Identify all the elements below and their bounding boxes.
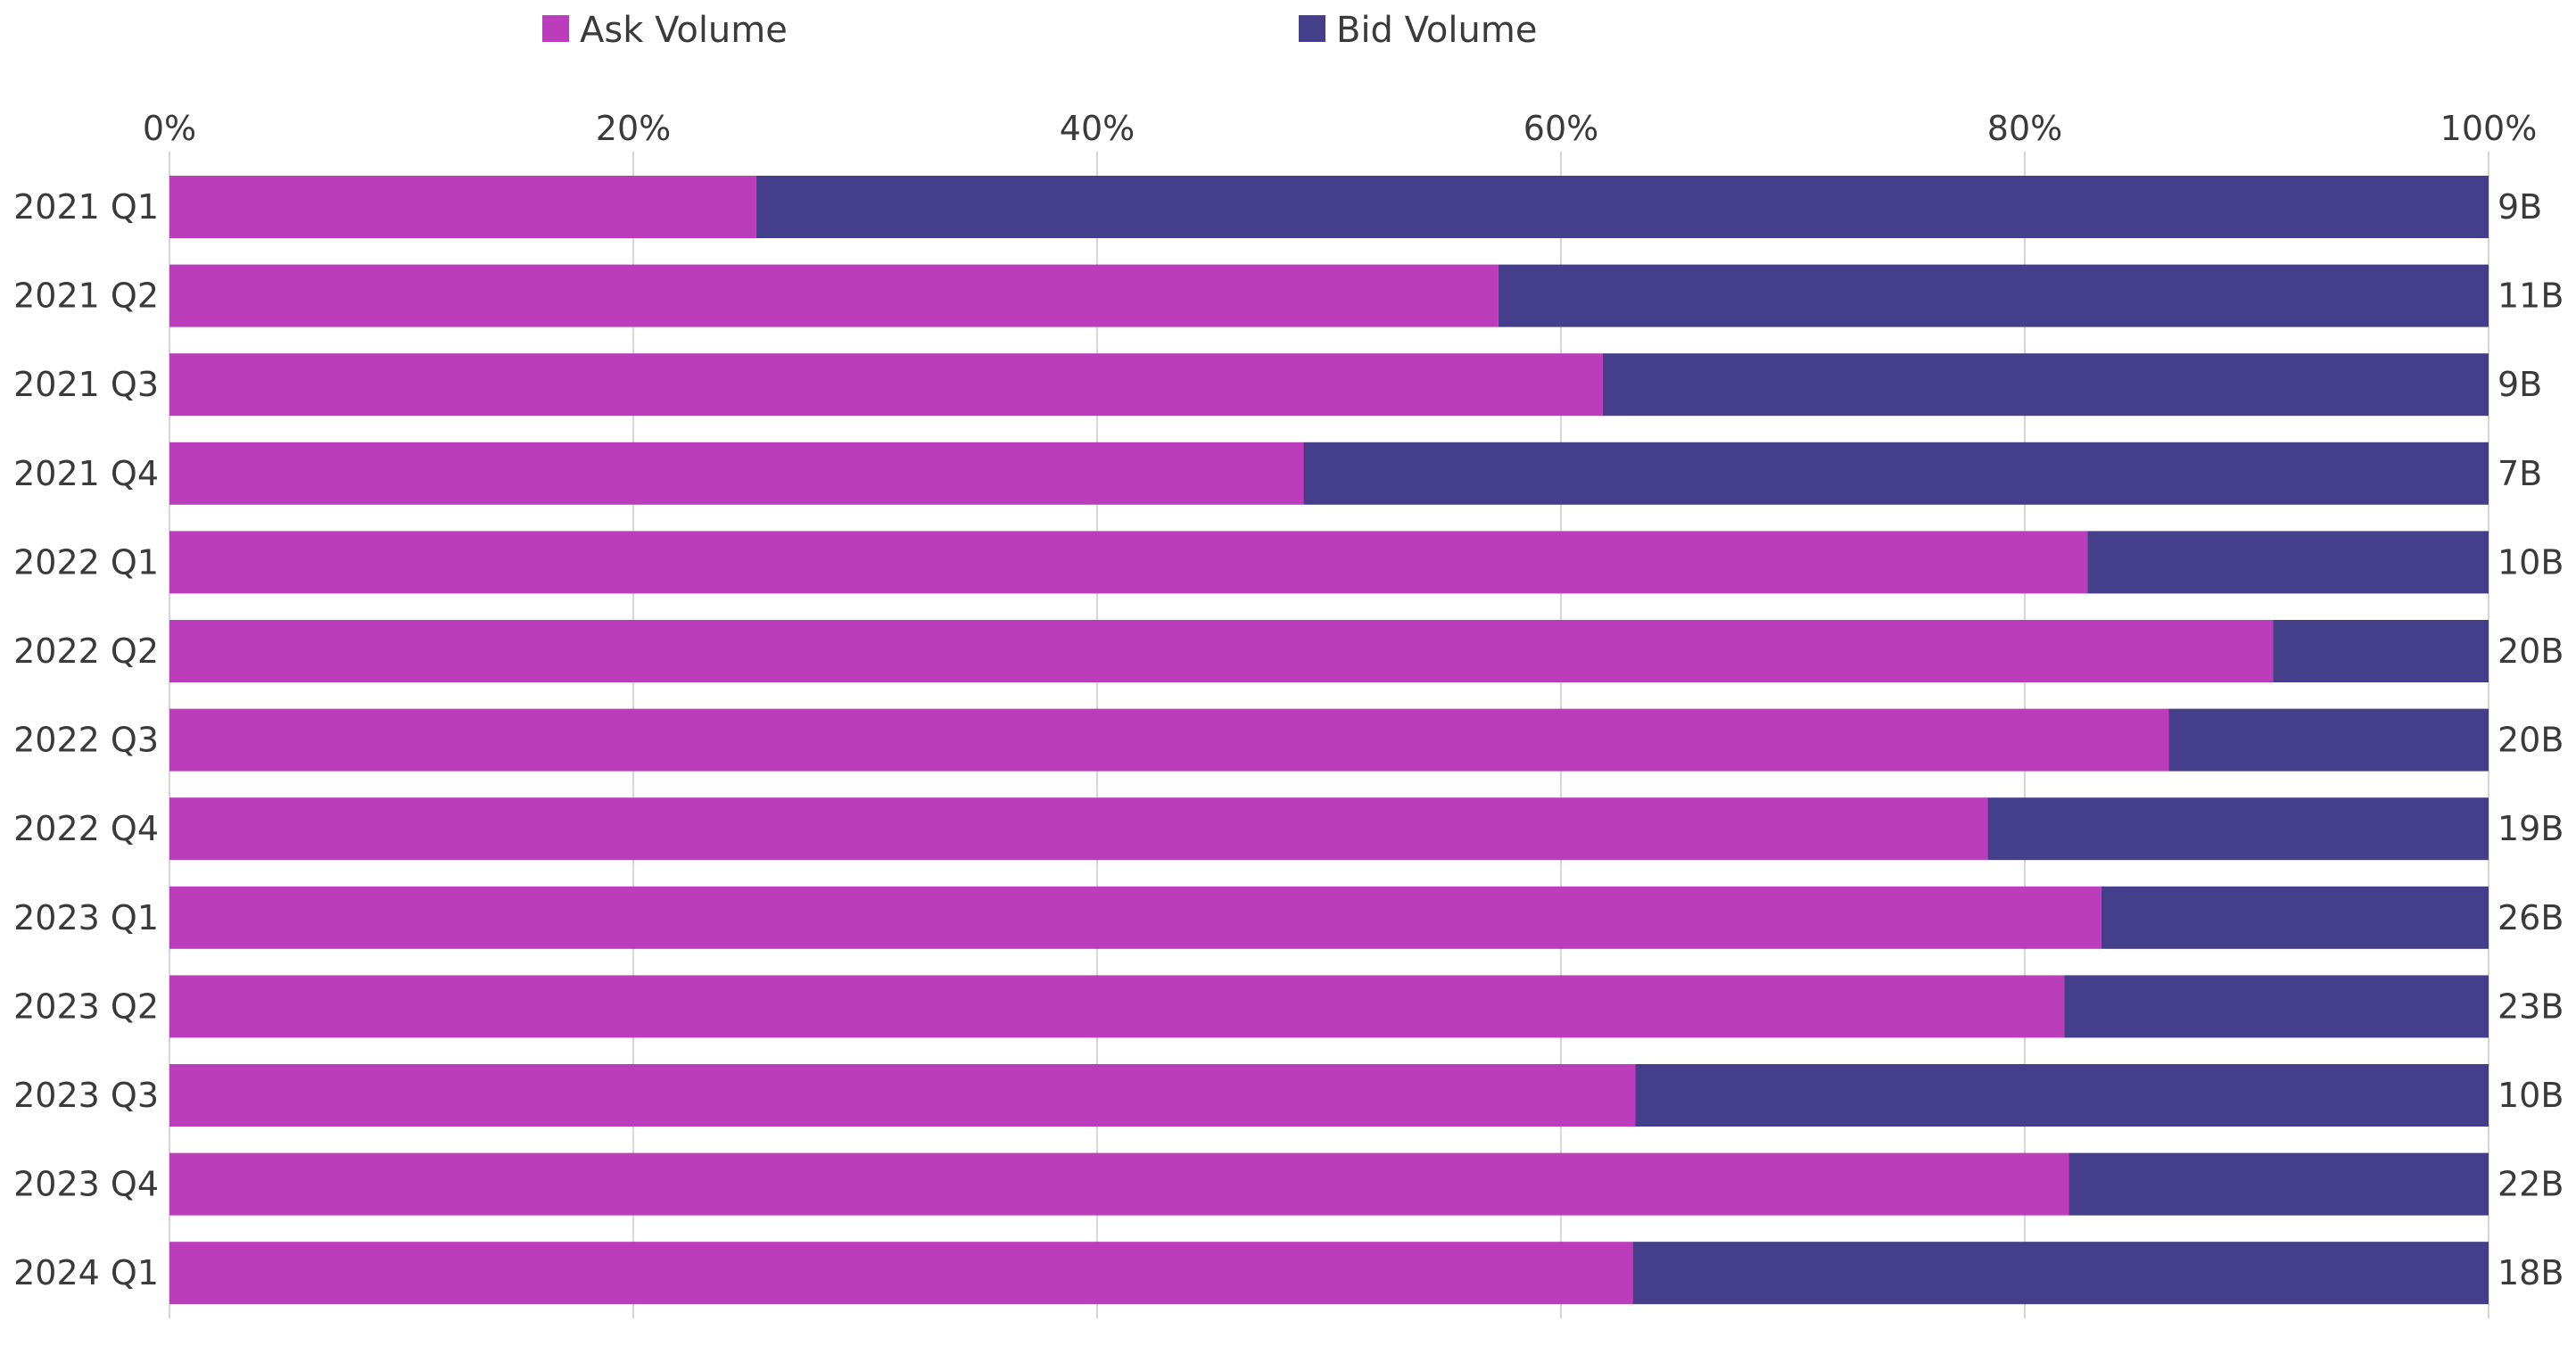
y-label-2022-q1: 2022 Q1 (13, 542, 159, 582)
x-tick-40: 40% (1060, 109, 1135, 148)
y-label-2021-q1: 2021 Q1 (13, 187, 159, 227)
x-tick-60: 60% (1523, 109, 1598, 148)
total-label-2022-q4: 19B (2498, 809, 2564, 848)
bar-bid-volume-2021-q3 (1602, 353, 2489, 417)
bar-bid-volume-2022-q2 (2273, 620, 2489, 682)
bar-ask-volume-2023-q2 (169, 975, 2065, 1038)
bar-ask-volume-2023-q1 (169, 886, 2101, 949)
y-label-2022-q2: 2022 Q2 (13, 632, 159, 671)
total-label-2022-q1: 10B (2498, 542, 2564, 582)
bar-bid-volume-2021-q2 (1498, 264, 2489, 327)
y-label-2021-q4: 2021 Q4 (13, 454, 159, 493)
bar-ask-volume-2021-q2 (169, 264, 1499, 327)
y-label-2021-q3: 2021 Q3 (13, 365, 159, 404)
bar-bid-volume-2022-q1 (2087, 531, 2489, 594)
bar-ask-volume-2021-q1 (169, 176, 756, 238)
y-label-2021-q2: 2021 Q2 (13, 277, 159, 316)
total-label-2021-q1: 9B (2498, 187, 2542, 227)
x-tick-20: 20% (596, 109, 671, 148)
chart-legend: Ask Volume Bid Volume (542, 10, 1537, 51)
total-label-2022-q2: 20B (2498, 632, 2564, 671)
bar-ask-volume-2022-q1 (169, 531, 2088, 594)
bar-bid-volume-2024-q1 (1632, 1242, 2489, 1305)
bar-ask-volume-2023-q4 (169, 1152, 2069, 1216)
x-axis-ticks: 0% 20% 40% 60% 80% 100% (143, 109, 2537, 148)
y-label-2022-q4: 2022 Q4 (13, 809, 159, 848)
bar-ask-volume-2023-q3 (169, 1064, 1636, 1127)
y-label-2022-q3: 2022 Q3 (13, 721, 159, 760)
bar-ask-volume-2021-q4 (169, 442, 1304, 505)
legend-label-bid-volume: Bid Volume (1336, 10, 1537, 51)
bar-bid-volume-2022-q3 (2168, 708, 2489, 772)
x-tick-0: 0% (143, 109, 196, 148)
bar-ask-volume-2021-q3 (169, 353, 1603, 417)
legend-label-ask-volume: Ask Volume (580, 10, 788, 51)
bar-ask-volume-2022-q4 (169, 797, 1988, 861)
bar-bid-volume-2023-q1 (2101, 886, 2489, 949)
total-label-2023-q1: 26B (2498, 898, 2564, 937)
x-tick-80: 80% (1987, 109, 2062, 148)
bar-bid-volume-2023-q2 (2064, 975, 2489, 1038)
total-label-2021-q3: 9B (2498, 365, 2542, 404)
y-label-2023-q1: 2023 Q1 (13, 898, 159, 937)
total-label-2023-q2: 23B (2498, 987, 2564, 1026)
y-axis-labels: 2021 Q1 2021 Q2 2021 Q3 2021 Q4 2022 Q1 2022 … (13, 187, 159, 1292)
y-label-2024-q1: 2024 Q1 (13, 1253, 159, 1292)
total-label-2022-q3: 20B (2498, 721, 2564, 760)
chart-bars (169, 176, 2489, 1305)
total-label-2021-q4: 7B (2498, 454, 2542, 493)
bar-ask-volume-2022-q3 (169, 708, 2169, 772)
y-label-2023-q2: 2023 Q2 (13, 987, 159, 1026)
y-label-2023-q4: 2023 Q4 (13, 1165, 159, 1204)
total-label-2024-q1: 18B (2498, 1253, 2564, 1292)
bar-ask-volume-2022-q2 (169, 620, 2274, 682)
bar-bid-volume-2022-q4 (1987, 797, 2489, 861)
total-label-2023-q4: 22B (2498, 1165, 2564, 1204)
bar-bid-volume-2021-q4 (1303, 442, 2489, 505)
bar-bid-volume-2021-q1 (755, 176, 2489, 238)
total-label-2021-q2: 11B (2498, 277, 2564, 316)
bar-ask-volume-2024-q1 (169, 1242, 1633, 1305)
total-label-2023-q3: 10B (2498, 1076, 2564, 1115)
y-label-2023-q3: 2023 Q3 (13, 1076, 159, 1115)
legend-swatch-bid-volume (1299, 15, 1325, 42)
x-tick-100: 100% (2440, 109, 2538, 148)
legend-swatch-ask-volume (542, 15, 569, 42)
bar-totals: 9B 11B 9B 7B 10B 20B 20B 19B 26B 23B 10B 22B 18B (2498, 187, 2564, 1292)
bar-bid-volume-2023-q3 (1635, 1064, 2489, 1127)
bar-bid-volume-2023-q4 (2068, 1152, 2489, 1216)
